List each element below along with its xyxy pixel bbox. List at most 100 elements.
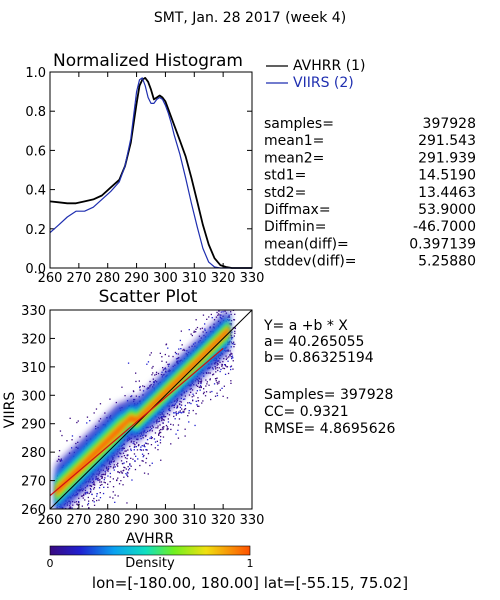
scatter-point: [112, 478, 114, 480]
scatter-point: [91, 493, 93, 495]
scatter-point: [159, 424, 161, 426]
scatter-point: [184, 408, 187, 410]
scatter-point: [86, 492, 88, 494]
scatter-point: [195, 328, 197, 330]
scatter-point: [167, 347, 169, 349]
scatter-point: [86, 422, 88, 424]
scatter-point: [229, 340, 231, 342]
hist-line-avhrr: [49, 77, 252, 269]
scatter-point: [216, 364, 218, 366]
scatter-point: [142, 456, 144, 458]
scatter-point: [135, 380, 137, 383]
hist-x-tick-label: 280: [95, 271, 120, 286]
scatter-point: [214, 303, 215, 304]
hist-x-tick-label: 300: [153, 271, 178, 286]
scatter-point: [127, 449, 129, 451]
scatter-point: [162, 415, 164, 418]
fit-a: a= 40.265055: [264, 334, 364, 350]
scatter-point: [227, 306, 228, 307]
scatter-point: [225, 355, 227, 357]
stat-label: Diffmax=: [264, 202, 331, 218]
scatter-point: [97, 477, 99, 479]
scatter-point: [164, 353, 166, 356]
scatter-point: [130, 465, 132, 467]
histogram-axes: 260 270 280 290 300 310 320 330 0.0 0.2 0.4 0.6 0.8 1…: [25, 66, 264, 286]
scatter-point: [109, 476, 112, 478]
stat-value: 53.9000: [418, 202, 476, 218]
scatter-point: [145, 457, 148, 460]
scatter-point: [182, 349, 184, 351]
scatter-point: [198, 386, 200, 388]
scatter-point: [126, 461, 128, 463]
scatter-point: [147, 430, 149, 432]
scatter-point: [221, 365, 223, 367]
scatter-point: [182, 398, 185, 400]
scatter-point: [170, 423, 172, 425]
scatter-point: [167, 421, 170, 423]
scatter-point: [90, 489, 92, 491]
scatter-point: [157, 449, 159, 451]
scatter-point: [77, 507, 79, 509]
scatter-point: [60, 458, 62, 460]
scatter-point: [172, 424, 174, 426]
scatter-point: [197, 381, 200, 383]
scatter-point: [103, 479, 105, 481]
scatter-point: [206, 318, 208, 320]
scatter-point: [102, 473, 104, 475]
scatter-point: [234, 327, 236, 329]
scatter-point: [78, 497, 80, 499]
scatter-point: [195, 392, 197, 394]
scatter-point: [192, 409, 194, 412]
scatter-point: [127, 466, 129, 468]
scatter-point: [180, 330, 182, 332]
scatter-point: [204, 328, 206, 330]
scatter-point: [188, 329, 190, 331]
scatter-point: [130, 449, 132, 452]
scatter-point: [140, 446, 142, 448]
scatter-point: [216, 394, 219, 397]
scatter-point: [188, 410, 190, 412]
scatter-point: [108, 466, 110, 468]
scatter-point: [162, 422, 164, 424]
scatter-point: [150, 352, 152, 354]
scatter-point: [107, 486, 109, 488]
scatter-point: [208, 384, 210, 386]
scatter-point: [121, 472, 123, 474]
scatter-point: [143, 472, 146, 474]
scatter-point: [86, 416, 89, 418]
scatter-point: [114, 494, 116, 496]
scatter-point: [220, 311, 222, 313]
scatter-point: [99, 484, 102, 486]
scatter-point: [85, 491, 87, 494]
scatter-x-label: AVHRR: [126, 531, 175, 547]
scatter-point: [66, 440, 68, 442]
scatter-point: [151, 437, 153, 439]
scatter-point: [193, 395, 195, 397]
stats-block: samples= 397928 mean1= 291.543 mean2= 291.939…: [264, 116, 476, 270]
scatter-point: [157, 421, 159, 423]
scatter-point: [124, 467, 126, 469]
scatter-point: [232, 368, 234, 370]
scatter-point: [85, 493, 87, 495]
scatter-point: [162, 419, 165, 421]
scatter-point: [166, 426, 169, 428]
scatter-point: [69, 505, 71, 507]
scatter-point: [140, 438, 142, 440]
scatter-point: [155, 427, 157, 429]
scatter-point: [218, 310, 220, 312]
scatter-point: [154, 374, 156, 376]
scatter-point: [76, 503, 78, 505]
scatter-point: [225, 358, 227, 360]
scatter-point: [225, 365, 227, 367]
scatter-point: [230, 334, 233, 337]
scatter-point: [57, 531, 58, 532]
scatter-point: [123, 462, 125, 464]
scatter-point: [179, 400, 181, 403]
scatter-point: [172, 355, 174, 358]
scatter-point: [60, 536, 61, 537]
scatter-point: [199, 380, 201, 383]
scatter-point: [210, 398, 212, 401]
scatter-point: [158, 420, 161, 422]
scatter-point: [147, 361, 150, 363]
scatter-point: [209, 391, 211, 393]
